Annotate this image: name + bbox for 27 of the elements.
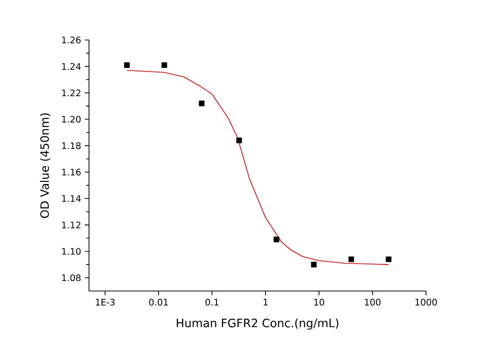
x-tick-label: 1000 <box>416 298 437 306</box>
y-tick-label: 1.26 <box>62 36 81 44</box>
x-tick-label: 1 <box>264 298 268 306</box>
y-tick-label: 1.22 <box>62 89 80 96</box>
y-tick-label: 1.20 <box>62 116 81 123</box>
point <box>236 138 242 144</box>
point <box>386 256 392 262</box>
point <box>274 236 280 242</box>
y-tick-label: 1.14 <box>62 195 81 202</box>
point <box>311 262 317 268</box>
x-tick-label: 0.01 <box>149 298 168 306</box>
y-tick-label: 1.24 <box>62 63 81 70</box>
y-axis-title: OD Value (450nm) <box>40 113 50 218</box>
y-tick-label: 1.16 <box>62 168 81 176</box>
x-tick-label: 100 <box>364 298 381 306</box>
x-tick-label: 1E-3 <box>96 298 115 306</box>
y-tick-label: 1.18 <box>62 142 81 150</box>
x-axis-title: Human FGFR2 Conc.(ng/mL) <box>176 318 338 330</box>
point <box>348 256 354 262</box>
point <box>198 100 204 106</box>
x-tick-label: 10 <box>314 298 324 306</box>
y-tick-label: 1.10 <box>62 248 81 255</box>
point <box>124 62 130 68</box>
point <box>162 62 168 68</box>
y-tick-label: 1.12 <box>62 222 80 228</box>
y-tick-label: 1.08 <box>62 274 81 282</box>
x-tick-label: 0.1 <box>206 298 218 306</box>
